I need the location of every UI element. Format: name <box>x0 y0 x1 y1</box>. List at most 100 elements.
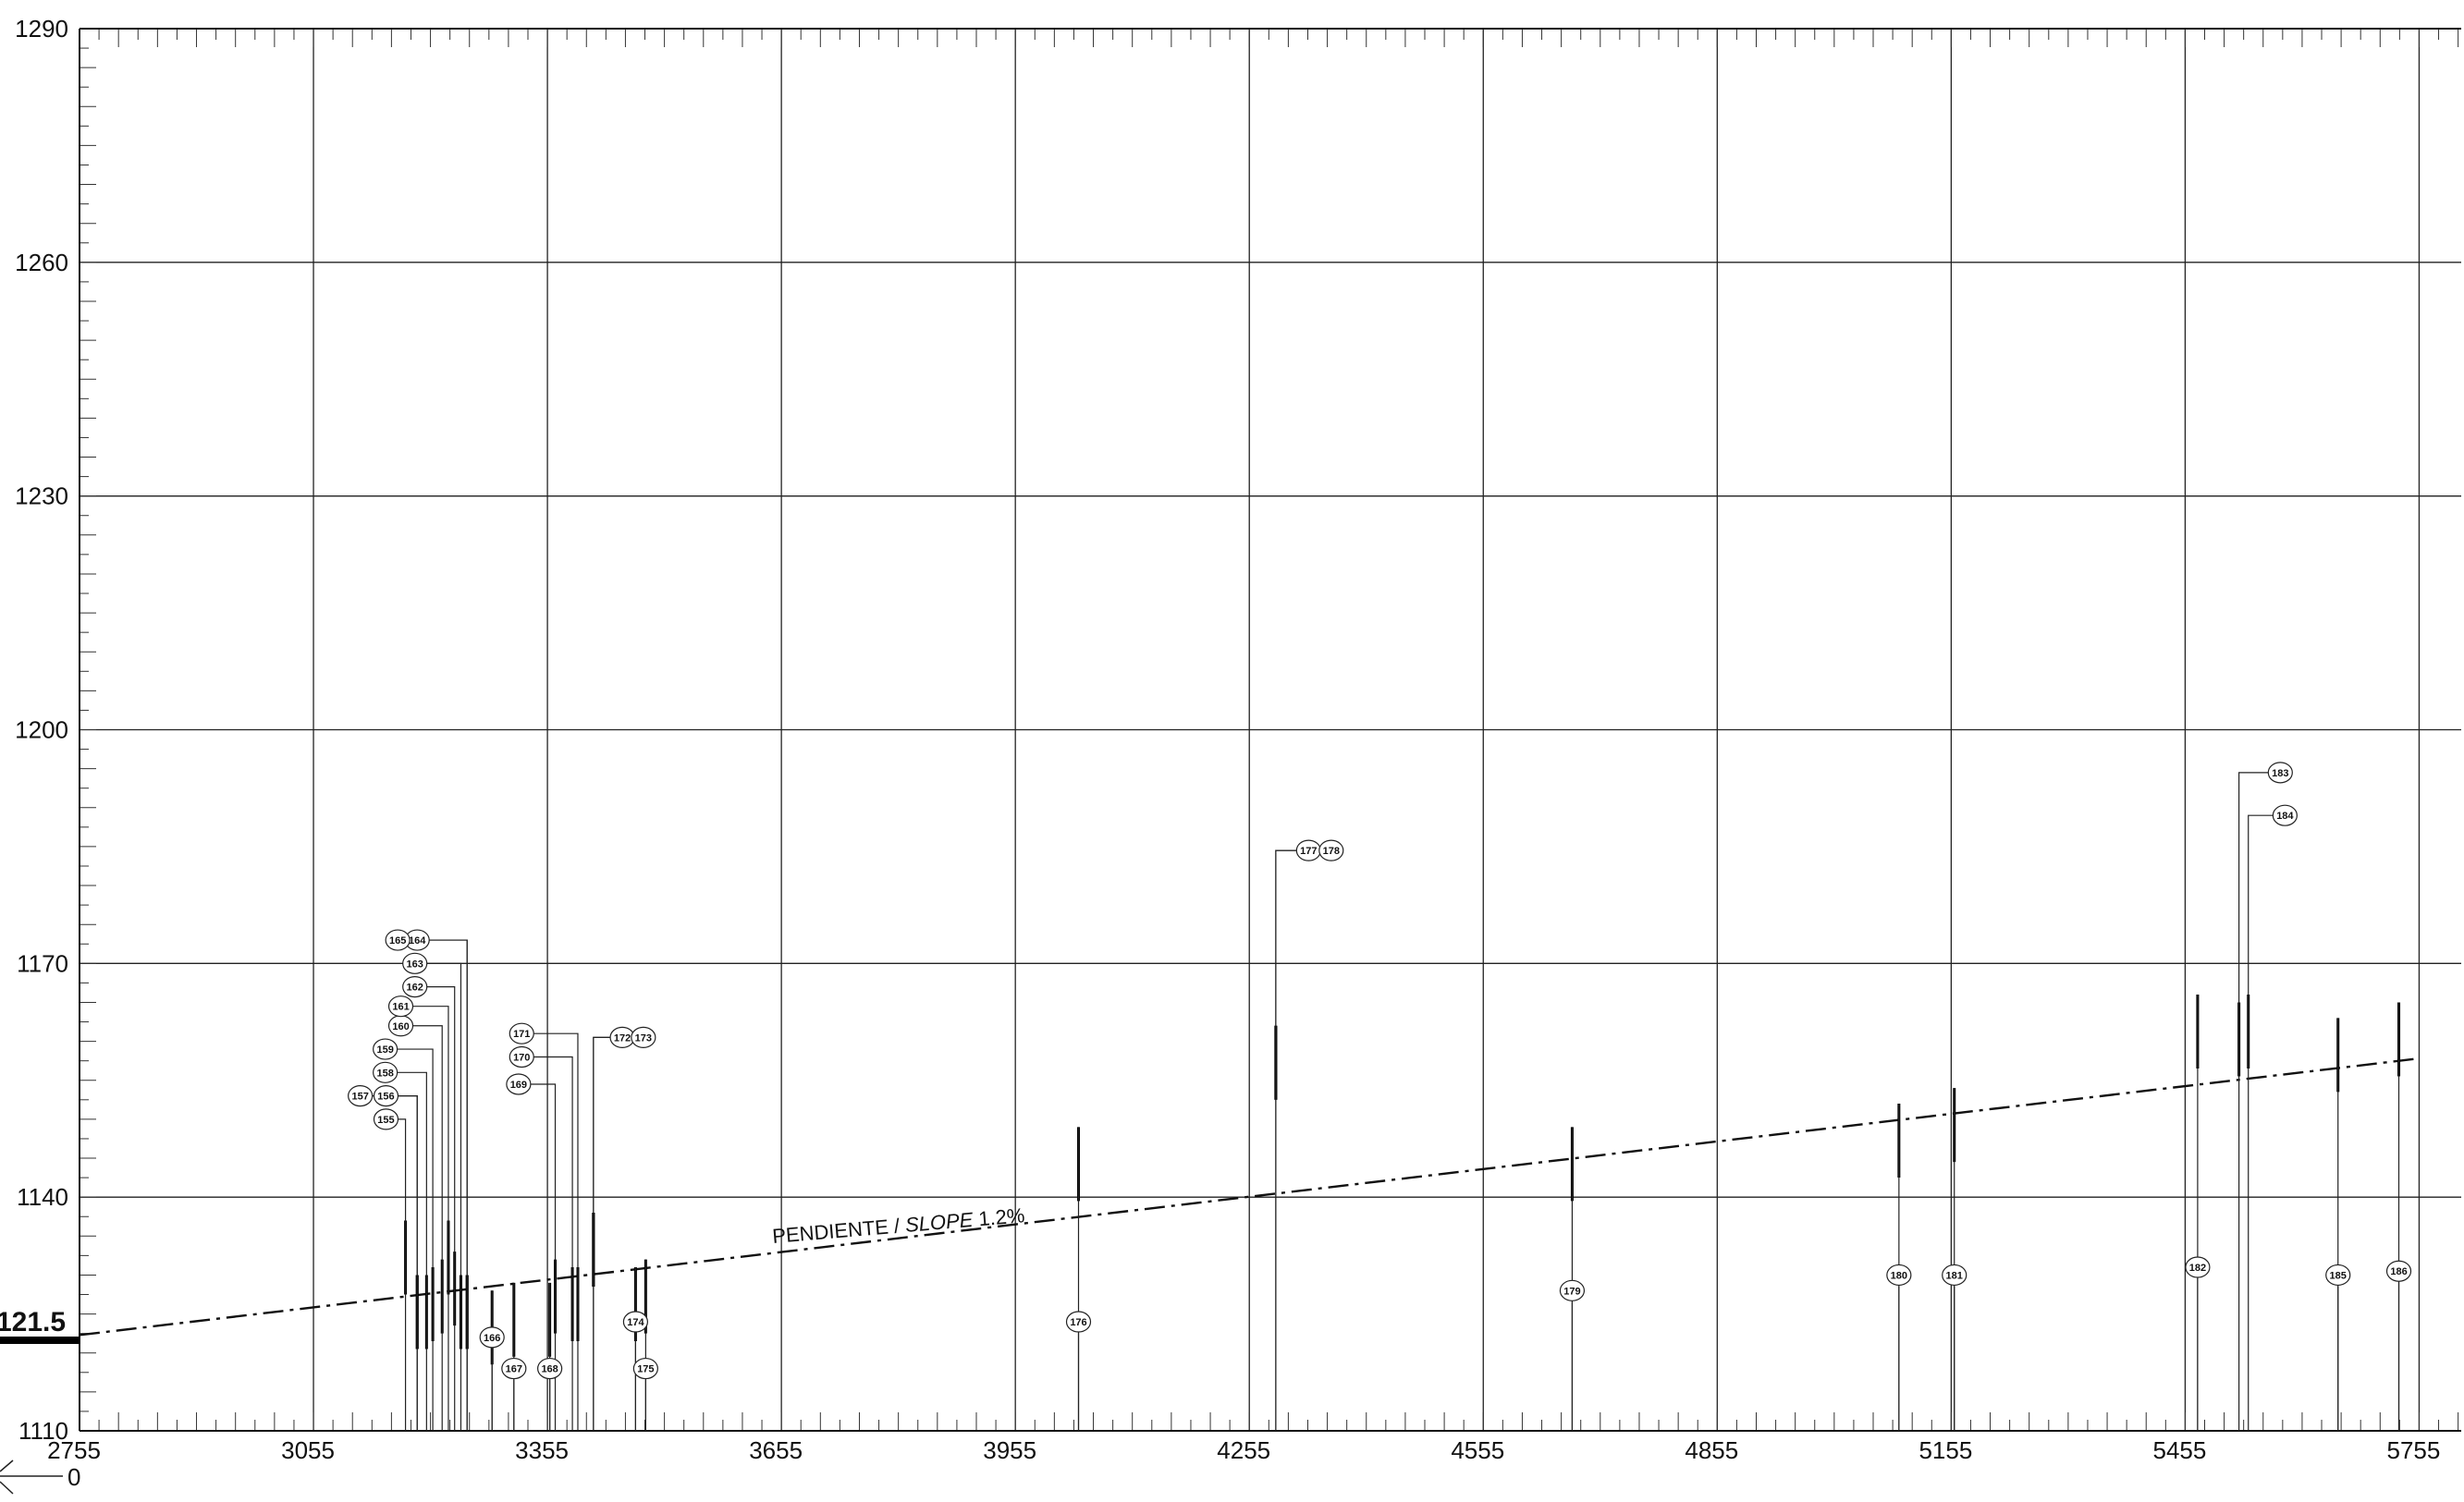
stake-label-circle <box>373 1108 399 1130</box>
stake-label-circle <box>1318 839 1344 861</box>
slope-label-prefix: PENDIENTE / <box>771 1214 906 1248</box>
stake-label-172: 172 <box>609 1026 635 1048</box>
stake-label-175: 175 <box>632 1357 658 1380</box>
stake-label-circle <box>622 1311 649 1333</box>
x-tick-label-3355: 3355 <box>515 1436 569 1464</box>
origin-label: 0 <box>67 1463 80 1491</box>
stake-label-circle <box>402 952 428 974</box>
stake-label-text: 158 <box>376 1068 393 1079</box>
stake-label-178: 178 <box>1318 839 1344 861</box>
stake-label-circle <box>509 1045 534 1068</box>
stake-label-text: 180 <box>1891 1270 1907 1281</box>
stake-label-text: 159 <box>376 1044 393 1056</box>
slope-label-italic: SLOPE <box>904 1208 975 1237</box>
stake-label-text: 172 <box>614 1032 631 1044</box>
stake-label-text: 163 <box>407 959 423 970</box>
x-tick-labels: 2755 3055 3355 3655 3955 4255 4555 4855 5155 5455… <box>47 1436 2440 1464</box>
stake-label-text: 171 <box>513 1029 530 1040</box>
x-tick-label-3055: 3055 <box>281 1436 335 1464</box>
x-tick-label-5455: 5455 <box>2152 1436 2206 1464</box>
y-tick-label-1110: 1110 <box>18 1417 68 1445</box>
leader-178 <box>1275 849 1320 1026</box>
stake-label-157: 157 <box>348 1085 374 1107</box>
stake-label-circle <box>2385 1260 2412 1282</box>
leader-155 <box>397 1118 407 1221</box>
y-tick-label-1140: 1140 <box>17 1183 68 1211</box>
leader-159 <box>396 1048 434 1268</box>
stake-label-circle <box>632 1357 658 1380</box>
stake-label-155: 155 <box>373 1108 399 1130</box>
stake-label-text: 155 <box>377 1115 394 1126</box>
stake-label-text: 185 <box>2330 1270 2347 1281</box>
stake-label-163: 163 <box>402 952 428 974</box>
leader-160 <box>411 1025 443 1260</box>
stake-label-circle <box>402 976 428 998</box>
stake-label-162: 162 <box>402 976 428 998</box>
stake-label-156: 156 <box>373 1085 399 1107</box>
stake-label-circle <box>1886 1264 1912 1287</box>
stake-label-text: 184 <box>2276 811 2294 822</box>
stake-label-circle <box>631 1026 656 1048</box>
start-elevation-label: 121.5 <box>0 1307 66 1337</box>
stake-label-170: 170 <box>509 1045 534 1068</box>
stake-label-circle <box>2267 762 2293 784</box>
stake-label-173: 173 <box>631 1026 656 1048</box>
leader-177 <box>1275 849 1298 1026</box>
stake-label-177: 177 <box>1295 839 1321 861</box>
y-tick-label-1170: 1170 <box>17 949 68 977</box>
stake-label-text: 178 <box>1323 846 1340 857</box>
stake-label-159: 159 <box>373 1038 398 1060</box>
stake-label-circle <box>501 1357 527 1380</box>
stake-label-174: 174 <box>622 1311 649 1333</box>
x-tick-label-2755: 2755 <box>47 1436 101 1464</box>
slope-line-group <box>79 1056 2420 1337</box>
stake-label-180: 180 <box>1886 1264 1912 1287</box>
stake-label-160: 160 <box>387 1015 414 1037</box>
stake-label-text: 165 <box>389 935 406 946</box>
slope-line <box>79 1056 2420 1337</box>
stake-label-186: 186 <box>2385 1260 2412 1282</box>
stake-label-167: 167 <box>501 1357 527 1380</box>
x-tick-label-4555: 4555 <box>1451 1436 1504 1464</box>
stake-label-circle <box>537 1357 563 1380</box>
stakes <box>371 772 2401 1431</box>
stake-label-158: 158 <box>373 1061 398 1083</box>
leader-161 <box>411 1006 449 1221</box>
y-tick-label-1230: 1230 <box>15 482 68 510</box>
x-tick-label-3955: 3955 <box>983 1436 1036 1464</box>
leader-172 <box>593 1036 612 1214</box>
leader-183 <box>2238 772 2270 1003</box>
x-tick-label-5755: 5755 <box>2387 1436 2441 1464</box>
stake-label-circle <box>387 995 414 1018</box>
origin-marker: 0 <box>0 1459 80 1495</box>
stake-label-text: 166 <box>484 1333 500 1344</box>
stake-label-text: 175 <box>637 1364 654 1375</box>
gridlines <box>79 28 2461 1432</box>
stake-label-183: 183 <box>2267 762 2293 784</box>
stake-label-circle <box>509 1022 534 1044</box>
x-tick-label-3655: 3655 <box>749 1436 803 1464</box>
stake-label-161: 161 <box>387 995 414 1018</box>
stake-label-165: 165 <box>385 929 411 951</box>
stake-label-179: 179 <box>1559 1279 1586 1301</box>
leader-169 <box>529 1083 557 1260</box>
stake-label-circle <box>1942 1264 1968 1287</box>
stake-label-circle <box>373 1085 399 1107</box>
stake-label-181: 181 <box>1942 1264 1968 1287</box>
stake-label-185: 185 <box>2325 1264 2351 1287</box>
stake-label-circle <box>2185 1256 2211 1278</box>
leader-170 <box>533 1056 573 1268</box>
y-tick-label-1200: 1200 <box>15 716 68 744</box>
slope-label-suffix: 1.2% <box>972 1203 1025 1231</box>
stake-label-text: 177 <box>1300 846 1317 857</box>
stake-label-text: 167 <box>506 1364 522 1375</box>
stake-label-circle <box>479 1326 505 1349</box>
stake-label-text: 157 <box>351 1092 368 1103</box>
stake-label-circle <box>373 1061 398 1083</box>
leader-173 <box>593 1036 632 1214</box>
x-tick-label-4855: 4855 <box>1685 1436 1738 1464</box>
stake-label-text: 162 <box>407 983 423 994</box>
y-tick-labels: 1110 1140 1170 1200 1230 1260 1290 <box>15 15 68 1445</box>
